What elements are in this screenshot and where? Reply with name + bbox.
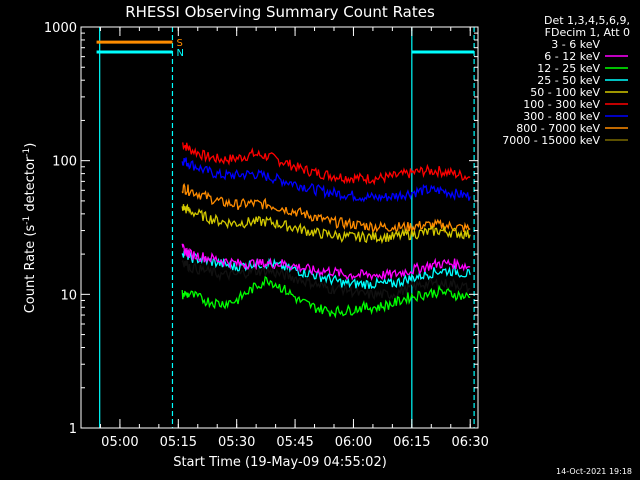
legend-entry-label: 6 - 12 keV xyxy=(544,50,600,63)
y-axis-label-part: ) xyxy=(23,143,38,148)
series-line xyxy=(181,275,471,319)
legend-entry-label: 7000 - 15000 keV xyxy=(502,134,600,147)
y-tick-label: 10 xyxy=(60,288,77,303)
series-line xyxy=(181,259,471,301)
flag-label: S xyxy=(176,38,182,49)
series-line xyxy=(181,243,471,282)
x-tick-label: 05:45 xyxy=(276,435,313,450)
y-tick-label: 1 xyxy=(69,422,77,437)
legend: Det 1,3,4,5,6,9,FDecim 1, Att 03 - 6 keV… xyxy=(502,14,630,147)
x-axis-label: Start Time (19-May-09 04:55:02) xyxy=(173,455,387,470)
x-tick-label: 06:30 xyxy=(451,435,488,450)
y-tick-label: 1000 xyxy=(44,21,77,36)
legend-entry-label: 50 - 100 keV xyxy=(530,86,600,99)
plot-frame xyxy=(80,26,479,429)
x-tick-label: 05:30 xyxy=(218,435,255,450)
y-tick-label: 100 xyxy=(52,155,77,170)
y-axis-label-part: -1 xyxy=(22,148,32,157)
x-tick-label: 06:00 xyxy=(335,435,372,450)
y-axis-label-part: Count Rate (s xyxy=(23,225,38,314)
series-line xyxy=(181,182,471,235)
legend-entry-label: 12 - 25 keV xyxy=(537,62,600,75)
legend-header: Det 1,3,4,5,6,9, xyxy=(544,14,630,27)
series-line xyxy=(181,157,471,203)
y-axis-label-part: detector xyxy=(23,156,38,216)
y-axis-label: Count Rate (s-1 detector-1) xyxy=(22,143,38,314)
series-line xyxy=(181,203,471,245)
x-tick-label: 05:15 xyxy=(160,435,197,450)
series-line xyxy=(181,142,471,186)
chart-title: RHESSI Observing Summary Count Rates xyxy=(125,3,435,21)
y-axis-label-part: -1 xyxy=(22,216,32,225)
series-line xyxy=(181,249,471,290)
plot-area xyxy=(96,27,475,428)
x-tick-label: 05:00 xyxy=(101,435,138,450)
legend-entry-label: 800 - 7000 keV xyxy=(516,122,600,135)
legend-entry-label: 100 - 300 keV xyxy=(523,98,600,111)
legend-header: FDecim 1, Att 0 xyxy=(545,26,630,39)
legend-entry-label: 25 - 50 keV xyxy=(537,74,600,87)
flag-label: N xyxy=(176,48,183,59)
legend-entry-label: 300 - 800 keV xyxy=(523,110,600,123)
footer-timestamp: 14-Oct-2021 19:18 xyxy=(556,467,632,476)
x-tick-label: 06:15 xyxy=(393,435,430,450)
legend-entry-label: 3 - 6 keV xyxy=(551,38,600,51)
